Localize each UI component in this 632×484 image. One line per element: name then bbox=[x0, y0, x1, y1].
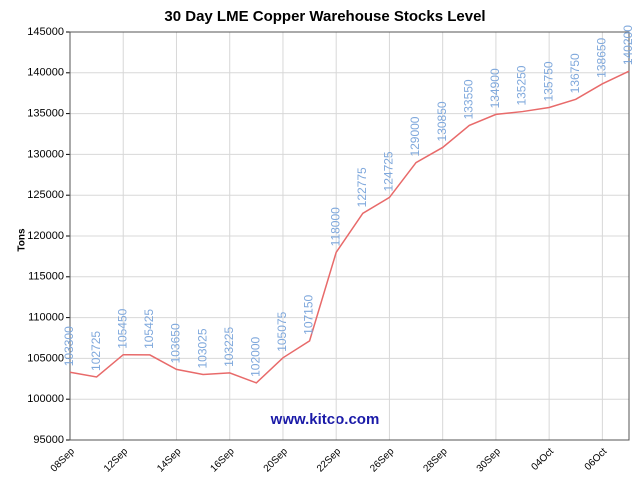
x-tick-label: 06Oct bbox=[583, 446, 610, 473]
x-tick-label: 08Sep bbox=[49, 446, 78, 475]
x-tick-label: 12Sep bbox=[102, 446, 131, 475]
x-tick-label: 26Sep bbox=[368, 446, 397, 475]
y-tick-label: 110000 bbox=[28, 312, 64, 324]
value-label: 105075 bbox=[275, 311, 289, 351]
value-label: 134900 bbox=[488, 68, 502, 108]
value-label: 135250 bbox=[515, 65, 529, 105]
y-tick-label: 145000 bbox=[27, 26, 64, 38]
value-label: 103025 bbox=[195, 328, 209, 368]
value-label: 105450 bbox=[115, 308, 129, 348]
chart-title: 30 Day LME Copper Warehouse Stocks Level bbox=[164, 8, 485, 25]
value-label: 103650 bbox=[169, 323, 183, 363]
x-tick-label: 16Sep bbox=[208, 446, 237, 475]
plot-frame bbox=[69, 31, 630, 441]
value-label: 105425 bbox=[142, 309, 156, 349]
value-label: 138650 bbox=[595, 37, 609, 77]
value-label: 118000 bbox=[328, 207, 342, 246]
x-tick-label: 04Oct bbox=[529, 446, 556, 473]
x-tick-label: 22Sep bbox=[315, 446, 344, 475]
y-axis-label: Tons bbox=[17, 228, 28, 252]
value-label: 135750 bbox=[541, 61, 555, 101]
line bbox=[69, 70, 630, 384]
x-tick-label: 28Sep bbox=[421, 446, 450, 475]
value-label: 103225 bbox=[222, 327, 236, 367]
watermark: www.kitco.com bbox=[270, 411, 380, 428]
value-label: 103300 bbox=[62, 326, 76, 366]
value-label: 133550 bbox=[461, 79, 475, 119]
y-tick-label: 100000 bbox=[27, 393, 64, 405]
x-tick-label: 20Sep bbox=[262, 446, 291, 475]
value-label: 124725 bbox=[382, 151, 396, 191]
value-label: 107150 bbox=[302, 294, 316, 334]
y-tick-label: 105000 bbox=[27, 352, 64, 364]
y-tick-label: 140000 bbox=[27, 67, 64, 79]
y-tick-label: 95000 bbox=[33, 434, 64, 446]
value-label: 140200 bbox=[621, 25, 632, 65]
y-tick-label: 120000 bbox=[27, 230, 64, 242]
x-tick-label: 14Sep bbox=[155, 446, 184, 475]
value-label: 102725 bbox=[89, 331, 103, 371]
value-label: 129000 bbox=[408, 116, 422, 156]
y-tick-label: 125000 bbox=[27, 189, 64, 201]
x-tick-label: 30Sep bbox=[475, 446, 504, 475]
value-label: 122775 bbox=[355, 167, 369, 207]
value-label: 130850 bbox=[435, 101, 449, 141]
y-tick-label: 115000 bbox=[28, 271, 64, 283]
value-label: 136750 bbox=[568, 53, 582, 93]
y-tick-label: 130000 bbox=[27, 148, 64, 160]
y-tick-label: 135000 bbox=[27, 108, 64, 120]
value-label: 102000 bbox=[249, 337, 263, 377]
